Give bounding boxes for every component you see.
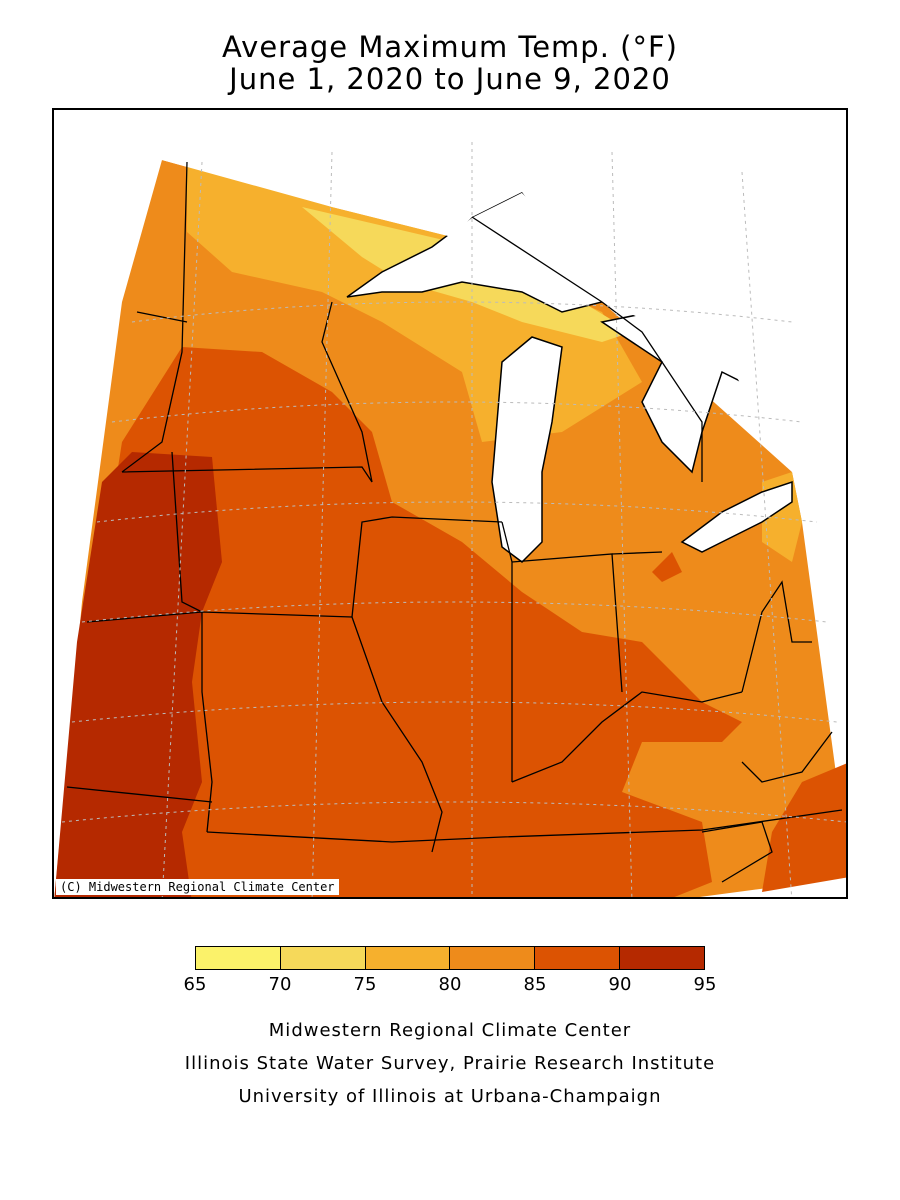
lat-lon-grid [61,142,846,897]
legend-tick-label: 80 [438,974,462,995]
legend-tick-label: 75 [353,974,377,995]
region-85-90-ohio [652,552,682,582]
legend-swatch-65-70 [196,947,281,969]
map-title: Average Maximum Temp. (°F) [222,30,678,64]
region-85-90 [82,347,742,897]
state-boundaries [66,161,843,883]
credit-isws: Illinois State Water Survey, Prairie Res… [184,1053,716,1074]
legend-swatch-80-85 [450,947,536,969]
legend-tick-label: 65 [183,974,207,995]
legend-swatch-85-90 [535,947,621,969]
credit-uiuc: University of Illinois at Urbana-Champai… [238,1086,662,1107]
color-legend [195,946,705,970]
legend-tick-label: 70 [268,974,292,995]
legend-tick-label: 85 [523,974,547,995]
temperature-map [54,110,846,897]
lake-erie [680,480,793,553]
legend-tick-label: 95 [693,974,717,995]
lake-michigan [491,336,563,563]
region-85-90-east [762,763,846,892]
map-frame: (C) Midwestern Regional Climate Center [52,108,848,899]
canada-area [54,110,846,500]
legend-swatch-75-80 [365,947,451,969]
map-date-range: June 1, 2020 to June 9, 2020 [229,62,671,96]
legend-tick-label: 90 [608,974,632,995]
legend-swatch-70-75 [280,947,366,969]
legend-swatch-90-95 [620,947,704,969]
copyright-label: (C) Midwestern Regional Climate Center [56,879,339,895]
legend-bar [195,946,705,970]
credit-mrcc: Midwestern Regional Climate Center [268,1020,632,1041]
